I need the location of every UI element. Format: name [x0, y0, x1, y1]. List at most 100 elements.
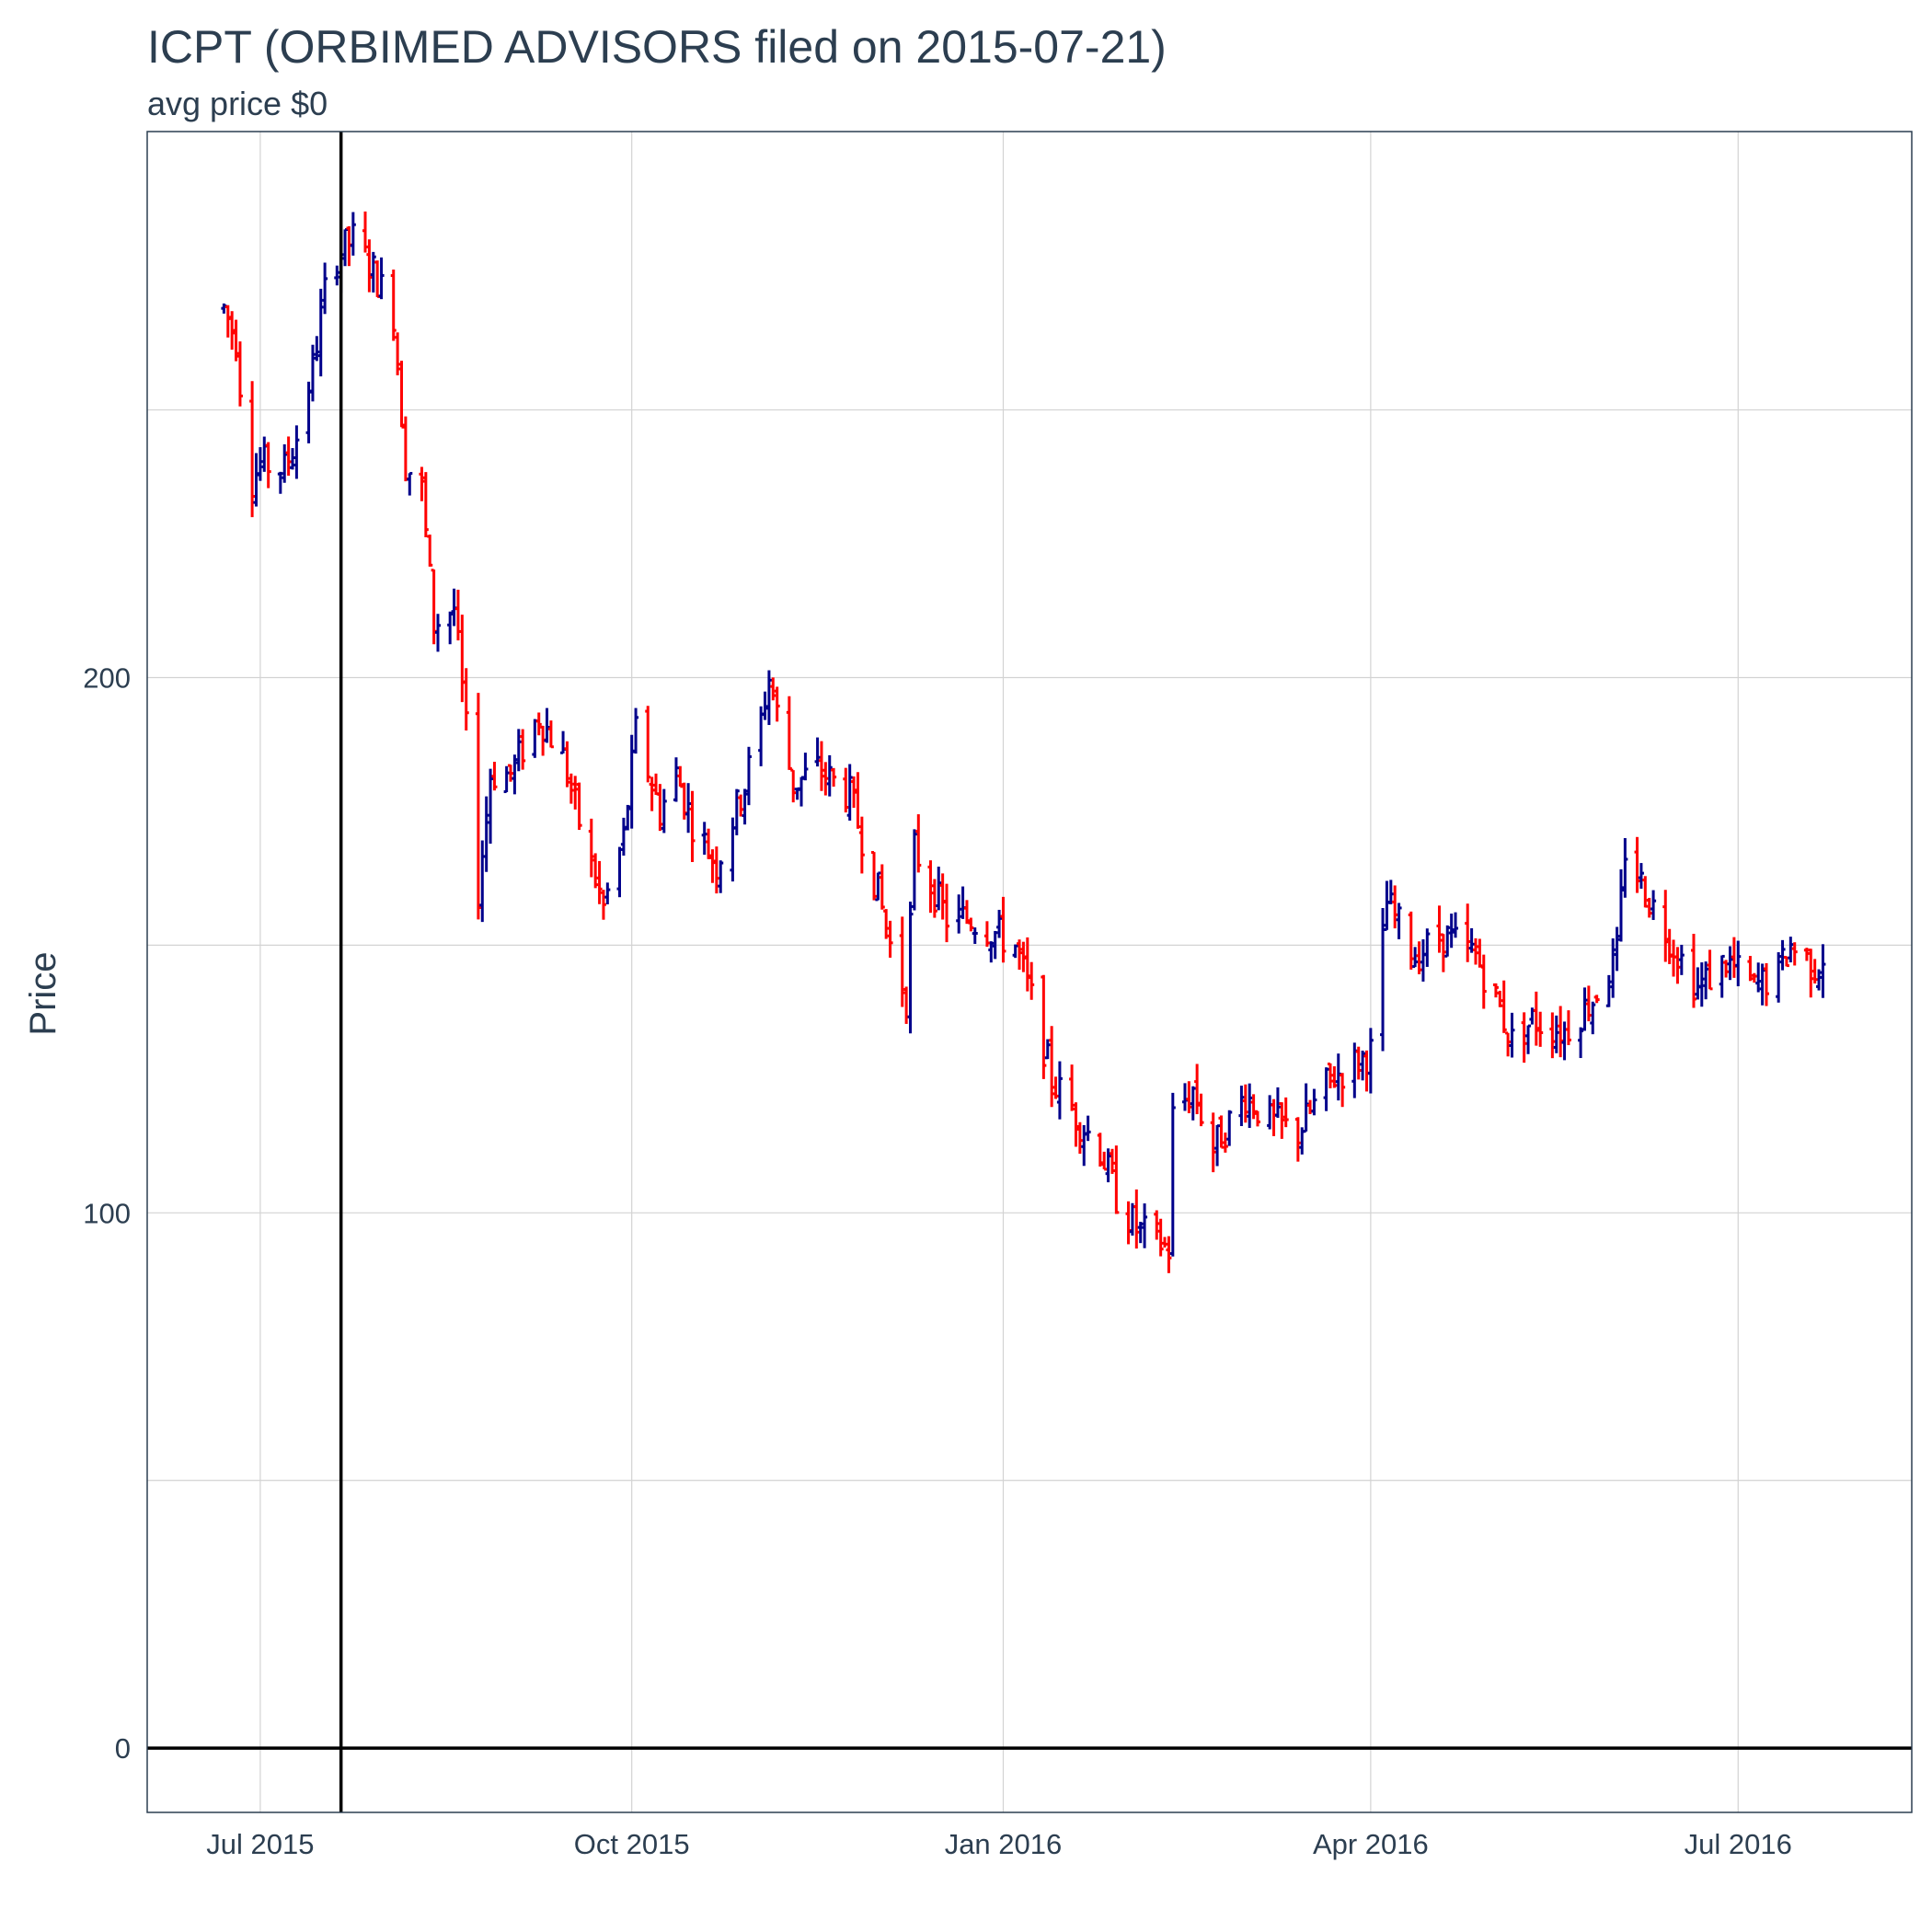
- ohlc-bar: [1113, 1145, 1120, 1214]
- ohlc-bar: [1811, 959, 1818, 983]
- ohlc-bar: [851, 776, 857, 808]
- ohlc-bar: [1384, 880, 1390, 931]
- ohlc-bar: [1755, 962, 1762, 993]
- ohlc-bar: [1162, 1236, 1168, 1248]
- y-tick-label: 200: [83, 661, 131, 694]
- ohlc-bar: [1650, 890, 1657, 920]
- ohlc-bar: [1198, 1093, 1204, 1127]
- ohlc-bar: [871, 851, 878, 901]
- ohlc-bar: [257, 447, 263, 481]
- ohlc-bar: [1497, 990, 1503, 1007]
- ohlc-bar: [447, 611, 454, 645]
- ohlc-bar: [701, 822, 707, 856]
- ohlc-bar: [491, 762, 498, 791]
- ohlc-bar: [657, 784, 663, 832]
- ohlc-bar: [685, 783, 692, 834]
- ohlc-bar: [706, 828, 712, 859]
- ohlc-bar: [1254, 1110, 1260, 1127]
- ohlc-bar: [370, 251, 376, 293]
- ohlc-bar: [1218, 1115, 1225, 1149]
- ohlc-bar: [1678, 944, 1685, 975]
- ohlc-bar: [314, 336, 320, 362]
- ohlc-bar: [1073, 1102, 1079, 1147]
- ohlc-bar: [488, 768, 494, 845]
- ohlc-bar: [1719, 954, 1725, 998]
- ohlc-bar: [1674, 947, 1681, 984]
- ohlc-bar: [1133, 1189, 1140, 1249]
- ohlc-bar: [628, 734, 635, 829]
- ohlc-bar: [1214, 1124, 1221, 1167]
- ohlc-bar: [774, 686, 780, 722]
- ohlc-bar: [236, 341, 243, 407]
- ohlc-bar: [588, 818, 594, 878]
- ohlc-bar: [742, 788, 748, 825]
- chart-subtitle: avg price $0: [147, 85, 328, 122]
- ohlc-bar: [689, 790, 696, 862]
- ohlc-bar: [1581, 987, 1588, 1031]
- ohlc-bar: [1408, 911, 1414, 970]
- ohlc-bar: [765, 670, 772, 726]
- ohlc-bar: [1303, 1083, 1309, 1133]
- x-tick-label: Apr 2016: [1313, 1828, 1429, 1860]
- panel-border: [146, 131, 1913, 1813]
- ohlc-bar: [1029, 961, 1035, 1000]
- ohlc-bar: [520, 729, 526, 770]
- ohlc-bar: [366, 239, 373, 293]
- ohlc-bar: [1505, 1031, 1512, 1057]
- ohlc-bar: [1634, 836, 1640, 893]
- ohlc-bar: [1593, 995, 1600, 1004]
- ohlc-bar: [1553, 1015, 1559, 1053]
- ohlc-bar: [1468, 927, 1475, 953]
- ohlc-bar: [855, 772, 861, 829]
- ohlc-bar: [883, 909, 890, 939]
- ohlc-bar: [402, 416, 408, 482]
- ohlc-bar: [1190, 1086, 1196, 1121]
- ohlc-bar: [625, 804, 631, 831]
- ohlc-bar: [1727, 946, 1733, 981]
- reference-lines: [147, 132, 1912, 1812]
- ohlc-bar: [1622, 838, 1628, 898]
- ohlc-bar: [1501, 980, 1507, 1033]
- ohlc-bar: [1747, 956, 1754, 982]
- ohlc-bar: [1279, 1102, 1285, 1139]
- ohlc-bar: [374, 260, 381, 298]
- ohlc-bar: [1355, 1046, 1362, 1080]
- ohlc-bar: [515, 729, 522, 772]
- ohlc-bar: [673, 757, 679, 802]
- ohlc-bar: [1703, 961, 1709, 1000]
- ohlc-bar: [224, 305, 231, 338]
- ohlc-bar: [1735, 940, 1742, 987]
- ohlc-bar: [419, 466, 425, 501]
- ohlc-bar: [395, 332, 401, 375]
- ohlc-bar: [459, 615, 466, 703]
- ohlc-bar: [547, 720, 554, 749]
- ohlc-bar: [733, 788, 740, 835]
- ohlc-bar: [831, 767, 837, 788]
- ohlc-bar: [1779, 939, 1786, 971]
- ohlc-bar: [604, 882, 611, 904]
- ohlc-bar: [1105, 1148, 1111, 1183]
- ohlc-bar: [435, 614, 442, 652]
- ohlc-bar: [407, 471, 413, 496]
- ohlc-bar: [790, 768, 797, 803]
- x-tick-label: Oct 2015: [574, 1828, 690, 1860]
- ohlc-bar: [1666, 928, 1673, 964]
- ohlc-bar: [649, 776, 655, 811]
- ohlc-bar: [713, 846, 719, 894]
- ohlc-bar: [983, 921, 990, 948]
- ohlc-bar: [233, 319, 239, 362]
- ohlc-bar: [1327, 1062, 1333, 1088]
- y-tick-labels: 0 100 200: [83, 661, 131, 1765]
- ohlc-bar: [770, 677, 776, 701]
- ohlc-bar: [535, 712, 542, 736]
- ohlc-bar: [1323, 1067, 1329, 1111]
- ohlc-bar: [1360, 1050, 1366, 1081]
- ohlc-bar: [1412, 947, 1419, 969]
- ohlc-bar: [1558, 1006, 1564, 1058]
- ohlc-bar: [1453, 912, 1459, 938]
- ohlc-bar: [532, 719, 538, 758]
- ohlc-bar: [1707, 949, 1713, 991]
- ohlc-bar: [1166, 1236, 1172, 1273]
- x-tick-labels: Jul 2015 Oct 2015 Jan 2016 Apr 2016 Jul 2016: [206, 1828, 1792, 1860]
